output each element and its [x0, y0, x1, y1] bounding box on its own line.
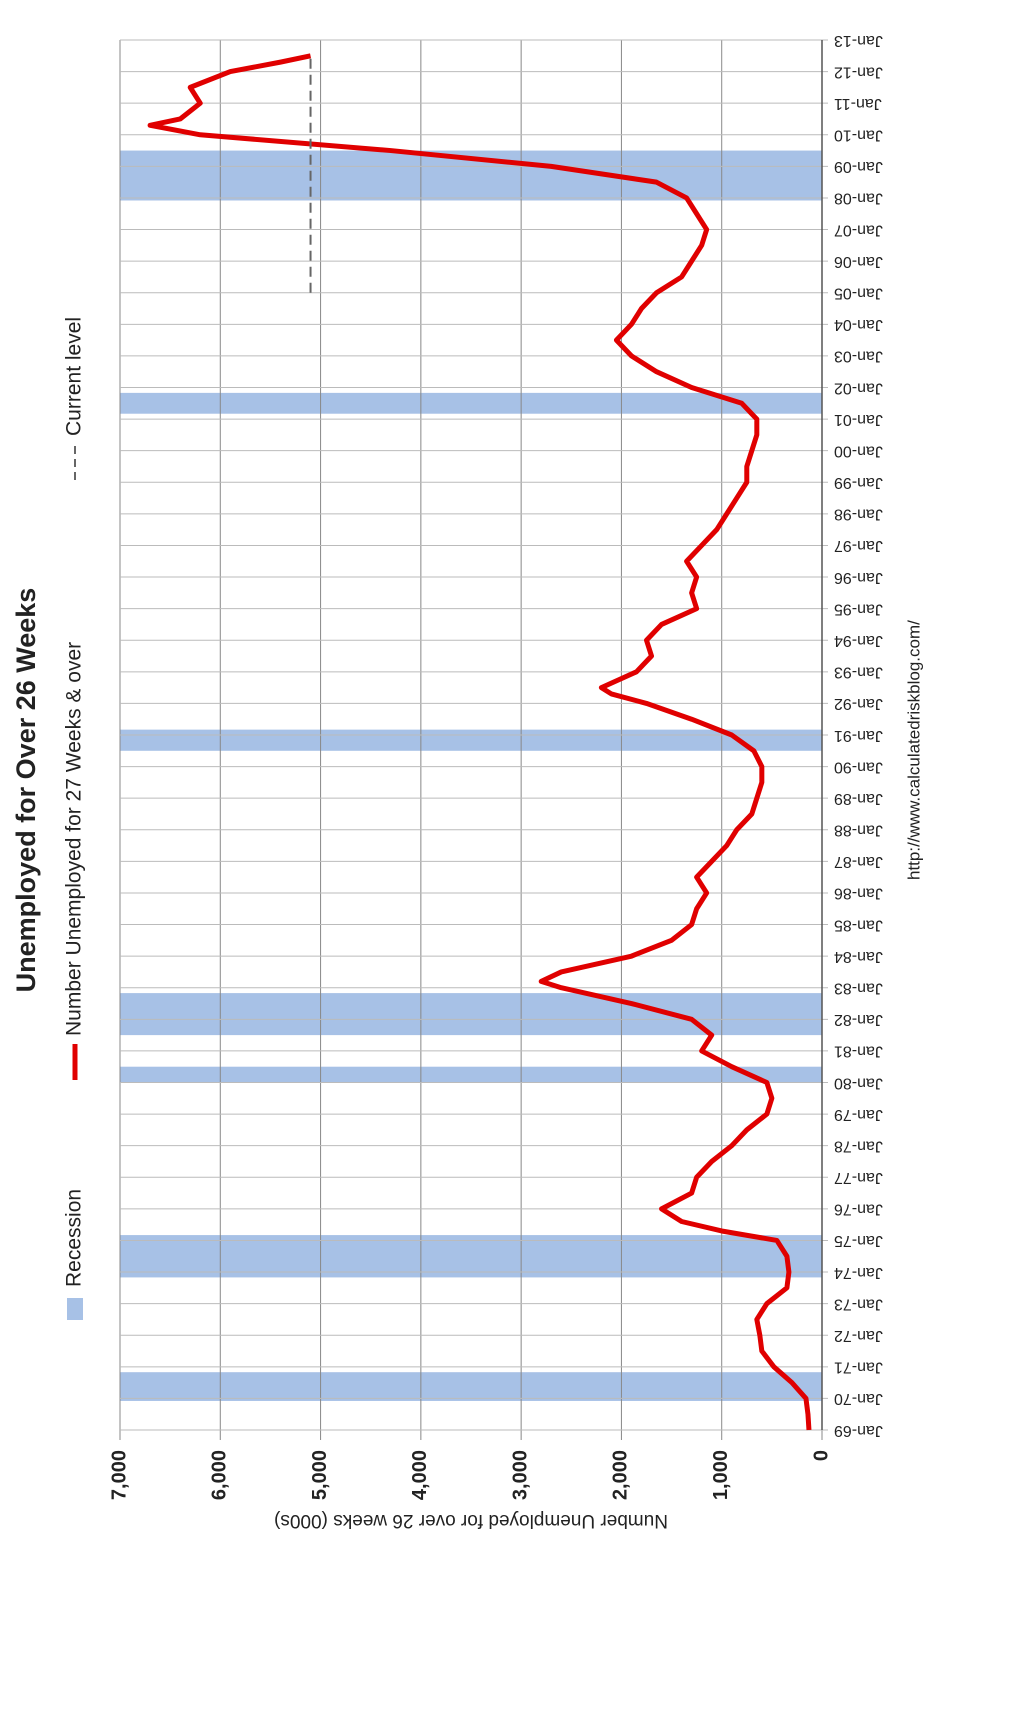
- x-tick-label: Jan-97: [834, 537, 883, 554]
- y-tick-label: 7,000: [108, 1450, 130, 1500]
- x-tick-label: Jan-72: [834, 1327, 883, 1344]
- y-tick-label: 5,000: [309, 1450, 331, 1500]
- recession-band: [120, 150, 822, 201]
- x-tick-label: Jan-95: [834, 600, 883, 617]
- x-tick-label: Jan-89: [834, 790, 883, 807]
- x-tick-label: Jan-94: [834, 632, 883, 649]
- x-tick-label: Jan-87: [834, 853, 883, 870]
- x-tick-label: Jan-91: [834, 727, 883, 744]
- x-tick-label: Jan-75: [834, 1232, 883, 1249]
- x-tick-label: Jan-93: [834, 664, 883, 681]
- x-tick-label: Jan-13: [834, 32, 883, 49]
- x-tick-label: Jan-71: [834, 1359, 883, 1376]
- x-tick-label: Jan-09: [834, 158, 883, 175]
- x-tick-label: Jan-88: [834, 822, 883, 839]
- legend-label: Recession: [63, 1189, 86, 1287]
- legend-label: Current level: [63, 317, 86, 436]
- x-tick-label: Jan-10: [834, 127, 883, 144]
- x-tick-label: Jan-05: [834, 284, 883, 301]
- x-tick-label: Jan-76: [834, 1201, 883, 1218]
- x-tick-label: Jan-03: [834, 348, 883, 365]
- legend-label: Number Unemployed for 27 Weeks & over: [63, 642, 86, 1036]
- y-tick-label: 6,000: [209, 1450, 231, 1500]
- legend-swatch: [67, 1298, 83, 1320]
- y-tick-label: 1,000: [710, 1450, 732, 1500]
- chart-title: Unemployed for Over 26 Weeks: [11, 588, 41, 993]
- x-tick-label: Jan-83: [834, 979, 883, 996]
- recession-band: [120, 1066, 822, 1083]
- recession-band: [120, 993, 822, 1036]
- x-tick-label: Jan-82: [834, 1011, 883, 1028]
- y-tick-label: 2,000: [610, 1450, 632, 1500]
- x-tick-label: Jan-80: [834, 1074, 883, 1091]
- x-tick-label: Jan-04: [834, 316, 883, 333]
- y-tick-label: 3,000: [509, 1450, 531, 1500]
- x-tick-label: Jan-69: [834, 1422, 883, 1439]
- x-tick-label: Jan-90: [834, 758, 883, 775]
- x-tick-label: Jan-79: [834, 1106, 883, 1123]
- x-tick-label: Jan-84: [834, 948, 883, 965]
- x-tick-label: Jan-98: [834, 506, 883, 523]
- x-tick-label: Jan-78: [834, 1137, 883, 1154]
- x-tick-label: Jan-85: [834, 916, 883, 933]
- x-tick-label: Jan-02: [834, 379, 883, 396]
- source: http://www.calculatedriskblog.com/: [904, 620, 923, 880]
- x-tick-label: Jan-92: [834, 695, 883, 712]
- x-tick-label: Jan-08: [834, 190, 883, 207]
- x-tick-label: Jan-86: [834, 885, 883, 902]
- x-tick-label: Jan-77: [834, 1169, 883, 1186]
- x-tick-label: Jan-73: [834, 1295, 883, 1312]
- rotated-chart: Unemployed for Over 26 Weeks http://www.…: [11, 32, 923, 1531]
- recession-band: [120, 729, 822, 751]
- recession-band: [120, 1235, 822, 1278]
- x-tick-label: Jan-81: [834, 1043, 883, 1060]
- x-tick-label: Jan-96: [834, 569, 883, 586]
- x-tick-label: Jan-74: [834, 1264, 883, 1281]
- x-tick-label: Jan-01: [834, 411, 883, 428]
- x-tick-label: Jan-99: [834, 474, 883, 491]
- x-tick-label: Jan-00: [834, 442, 883, 459]
- recession-band: [120, 392, 822, 414]
- series-line: [147, 53, 812, 1431]
- recession-band: [120, 1372, 822, 1401]
- x-tick-label: Jan-70: [834, 1390, 883, 1407]
- y-tick-label: 4,000: [409, 1450, 431, 1500]
- y-axis-title: Number Unemployed for over 26 weeks (000…: [274, 1510, 668, 1531]
- x-tick-label: Jan-07: [834, 221, 883, 238]
- x-tick-label: Jan-06: [834, 253, 883, 270]
- y-tick-label: 0: [810, 1450, 832, 1461]
- x-tick-label: Jan-11: [834, 95, 882, 112]
- x-tick-label: Jan-12: [834, 63, 883, 80]
